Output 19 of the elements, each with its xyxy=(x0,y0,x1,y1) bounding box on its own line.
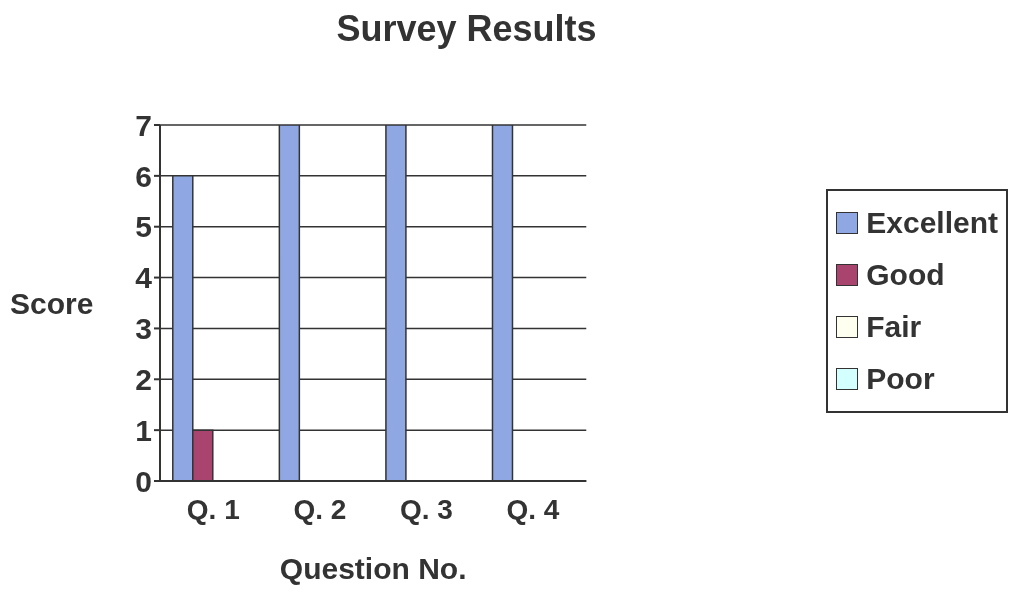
legend-label: Poor xyxy=(866,361,935,396)
y-tick-label: 3 xyxy=(135,312,152,346)
legend-label: Good xyxy=(866,257,945,292)
y-tick-label: 5 xyxy=(135,210,152,244)
chart-title: Survey Results xyxy=(335,8,598,50)
legend-label: Excellent xyxy=(866,205,998,240)
y-tick-label: 4 xyxy=(135,261,153,295)
x-tick-label: Q. 4 xyxy=(506,493,560,525)
x-tick-label: Q. 2 xyxy=(293,493,347,525)
legend-label: Fair xyxy=(866,309,922,344)
y-tick-label: 2 xyxy=(135,362,152,396)
y-tick-label: 0 xyxy=(135,464,152,498)
y-tick-label: 7 xyxy=(135,108,152,142)
y-tick-label: 6 xyxy=(135,159,152,193)
x-tick-label: Q. 1 xyxy=(186,493,240,525)
y-axis-title: Score xyxy=(10,286,94,320)
x-axis-title: Question No. xyxy=(279,552,467,585)
x-tick-label: Q. 3 xyxy=(399,493,453,525)
y-tick-label: 1 xyxy=(135,413,152,447)
